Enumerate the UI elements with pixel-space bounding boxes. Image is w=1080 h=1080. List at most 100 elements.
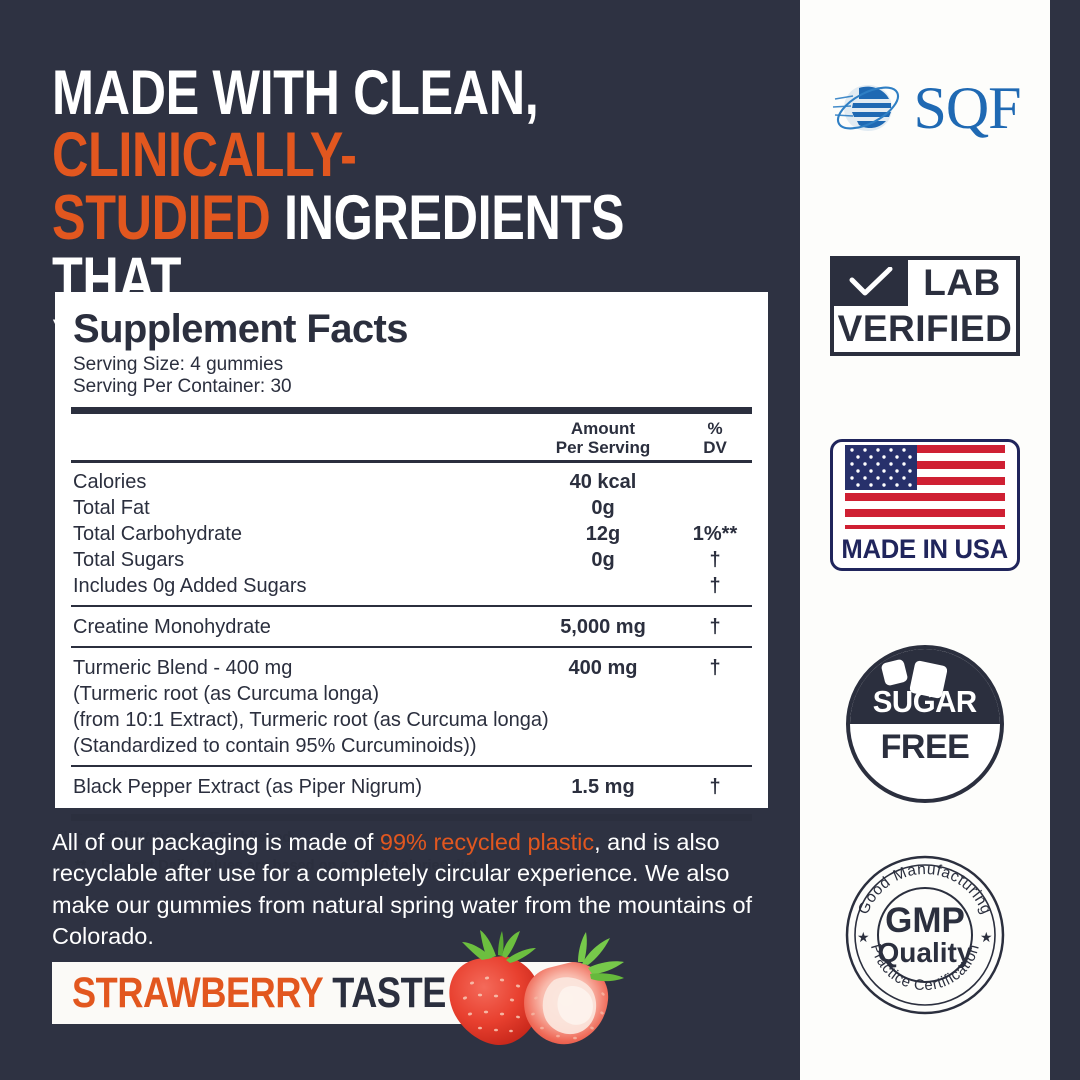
nutrient-dv: † xyxy=(709,548,721,571)
strawberry-whole xyxy=(449,930,541,1046)
nutrient-name: Total Sugars xyxy=(73,548,185,571)
nutrient-row: Total Sugars 0g † xyxy=(71,547,752,573)
flavor-word-strawberry: STRAWBERRY xyxy=(72,968,323,1017)
nutrient-row: Calories 40 kcal xyxy=(71,469,752,495)
flavor-word-taste: TASTE xyxy=(322,968,446,1017)
badge-gmp: Good Manufacturing Practice Certificatio… xyxy=(800,835,1050,1035)
nutrient-dv: † xyxy=(709,574,721,597)
headline-line-1-plain: MADE WITH CLEAN, xyxy=(52,58,539,128)
ingredient-subline: (Standardized to contain 95% Curcuminoid… xyxy=(73,734,477,757)
divider-under-headers xyxy=(71,459,752,463)
sqf-globe-icon xyxy=(833,85,900,131)
badge-made-in-usa: MADE IN USA xyxy=(800,396,1050,613)
strawberry-leaves-right xyxy=(578,932,624,982)
ingredient-block: Creatine Monohydrate 5,000 mg † xyxy=(71,607,752,646)
ingredient-amount: 5,000 mg xyxy=(560,615,646,638)
badge-sqf: SQF xyxy=(800,0,1050,216)
divider-above-ingredients xyxy=(71,604,752,607)
ingredient-amount: 400 mg xyxy=(568,656,638,679)
ingredient-dv: † xyxy=(709,775,721,798)
nutrient-name: Includes 0g Added Sugars xyxy=(73,574,307,597)
headline-line-1-accent: CLINICALLY- xyxy=(52,120,357,191)
column-header-dv: % DV xyxy=(678,419,752,457)
badge-lab-verified: LAB VERIFIED xyxy=(800,216,1050,396)
gmp-seal-icon: Good Manufacturing Practice Certificatio… xyxy=(845,855,1005,1015)
serving-size: Serving Size: 4 gummies xyxy=(73,354,284,375)
divider-heavy-top xyxy=(71,406,752,414)
nutrient-amount: 40 kcal xyxy=(569,470,637,493)
packaging-paragraph: All of our packaging is made of 99% recy… xyxy=(52,827,782,952)
ingredient-amount: 1.5 mg xyxy=(571,775,635,798)
paragraph-part-2: , and is also recyclable after use for a… xyxy=(52,829,753,949)
nutrient-name: Total Fat xyxy=(73,496,150,519)
flavor-banner-text: STRAWBERRY TASTE xyxy=(72,969,446,1018)
ingredient-name: Creatine Monohydrate xyxy=(73,615,271,638)
ingredient-block: Black Pepper Extract (as Piper Nigrum) 1.… xyxy=(71,767,752,806)
sugar-free-line2: FREE xyxy=(880,728,970,766)
ingredient-row: Black Pepper Extract (as Piper Nigrum) 1.… xyxy=(71,774,752,800)
nutrient-amount: 0g xyxy=(591,548,615,571)
footnote-text: Daily Value Not Established xyxy=(101,829,292,846)
footnote-marker: ** xyxy=(75,857,87,874)
ingredient-subline: (from 10:1 Extract), Turmeric root (as C… xyxy=(73,708,549,731)
nutrient-amount: 0g xyxy=(591,496,615,519)
gmp-star-left: ★ xyxy=(857,929,870,945)
ingredient-name: Black Pepper Extract (as Piper Nigrum) xyxy=(73,775,423,798)
column-header-amount-line1: Amount xyxy=(570,418,636,438)
nutrient-row: Includes 0g Added Sugars † xyxy=(71,573,752,599)
ingredient-divider xyxy=(71,764,752,767)
nutrient-name: Total Carbohydrate xyxy=(73,522,242,545)
sugar-free-top: SUGAR xyxy=(850,649,1000,724)
divider-heavy-bottom xyxy=(71,813,752,821)
column-header-dv-line1: % xyxy=(707,418,723,438)
ingredient-subline: (Turmeric root (as Curcuma longa) xyxy=(73,682,380,705)
ingredient-divider xyxy=(71,645,752,648)
nutrient-dv: 1%** xyxy=(692,522,738,545)
ingredient-name: Turmeric Blend - 400 mg xyxy=(73,656,293,679)
nutrient-row: Total Fat 0g xyxy=(71,495,752,521)
ingredient-rows: Creatine Monohydrate 5,000 mg † Turmeric Bl… xyxy=(71,607,752,806)
ingredient-dv: † xyxy=(709,615,721,638)
headline-line-2-accent: STUDIED xyxy=(52,182,271,253)
sugar-free-line1: SUGAR xyxy=(873,684,977,719)
serving-per-container: Serving Per Container: 30 xyxy=(73,376,292,398)
check-icon xyxy=(834,260,908,306)
footnotes: † Daily Value Not Established ** Percent Da… xyxy=(71,821,752,877)
footnote: † Daily Value Not Established xyxy=(71,821,752,849)
strawberry-leaves-left xyxy=(462,930,536,963)
paragraph-part-1: All of our packaging is made of xyxy=(52,829,380,855)
ingredient-row: Turmeric Blend - 400 mg 400 mg † xyxy=(71,655,752,681)
gmp-star-right: ★ xyxy=(980,929,993,945)
footnote-text: Percent Daily Values are based on a 2,00… xyxy=(101,857,482,874)
headline-line-1: MADE WITH CLEAN, CLINICALLY- xyxy=(52,62,660,187)
supplement-facts-title: Supplement Facts xyxy=(73,307,409,351)
ingredient-block: Turmeric Blend - 400 mg 400 mg † (Turmeric … xyxy=(71,648,752,765)
sugar-cube-small-icon xyxy=(880,658,909,687)
strawberry-image xyxy=(449,930,624,1046)
footnote: ** Percent Daily Values are based on a 2,… xyxy=(71,849,752,877)
lab-verified-line2: VERIFIED xyxy=(837,308,1013,349)
strawberry-half xyxy=(524,932,624,1045)
supplement-facts-panel: Supplement Facts Serving Size: 4 gummies… xyxy=(55,292,768,874)
column-header-amount: Amount Per Serving xyxy=(528,419,678,457)
column-header-amount-line2: Per Serving xyxy=(555,437,651,457)
nutrient-row: Total Carbohydrate 12g 1%** xyxy=(71,521,752,547)
certification-rail: SQF LAB VERIFIED xyxy=(800,0,1050,1080)
nutrient-rows: Calories 40 kcal Total Fat 0g Total Carbohyd… xyxy=(71,463,752,605)
badge-sugar-free: SUGAR FREE xyxy=(800,613,1050,835)
ingredient-row: Creatine Monohydrate 5,000 mg † xyxy=(71,614,752,640)
gmp-center-line2: Quality xyxy=(878,937,973,968)
table-column-headers: Amount Per Serving % DV xyxy=(71,414,752,460)
column-header-dv-line2: DV xyxy=(703,437,727,457)
sqf-label: SQF xyxy=(913,75,1021,141)
ingredient-dv: † xyxy=(709,656,721,679)
gmp-center-line1: GMP xyxy=(885,901,965,940)
nutrient-amount: 12g xyxy=(585,522,621,545)
footnote-marker: † xyxy=(75,829,84,846)
nutrient-name: Calories xyxy=(73,470,147,493)
made-in-usa-label: MADE IN USA xyxy=(841,533,1009,564)
lab-verified-line1: LAB xyxy=(923,262,1001,303)
paragraph-highlight: 99% recycled plastic xyxy=(379,829,595,855)
usa-flag-icon xyxy=(845,444,1005,529)
